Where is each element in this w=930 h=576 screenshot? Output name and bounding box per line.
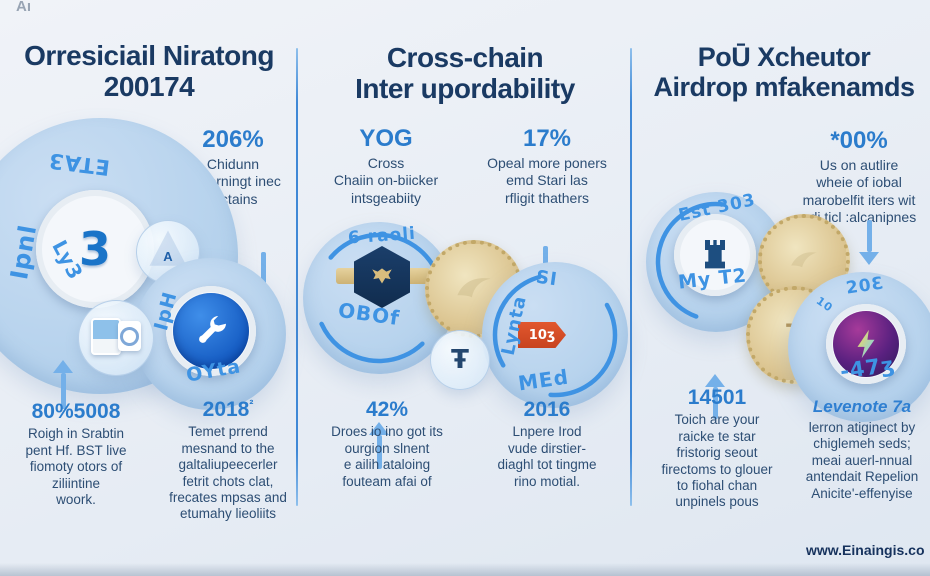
stat-value: 17%: [522, 125, 572, 152]
stat-value: 14501: [687, 386, 747, 409]
stat-14501: 14501 Toich are your raicke te star fris…: [642, 386, 792, 511]
eagle-emblem-icon: [372, 268, 392, 284]
arrow-head: [859, 252, 879, 265]
stat-yog: YOG Cross Chaiin on-biicker intsgeabiity: [330, 125, 442, 207]
currency-coin-circle: Ŧ: [430, 330, 490, 390]
arrow-head: [53, 360, 73, 373]
wrench-icon: [199, 316, 226, 343]
stat-value: 80%5008: [31, 400, 121, 423]
stat-42-percent: 42% Droes io ino got its ourgion slnent …: [308, 398, 466, 490]
coin-3-icon: 3: [78, 222, 111, 276]
stat-value: 206%: [202, 126, 264, 153]
stat-description: lerron atiginect by chiglemeh seds; meai…: [805, 419, 919, 501]
up-arrow-icon: [52, 360, 74, 409]
website-watermark: www.Einaingis.co: [806, 542, 925, 558]
stat-description: Lnpere Irod vude dirstier- diaghl tot ti…: [497, 424, 597, 489]
bottom-vignette: [0, 563, 930, 576]
stat-description: Us on autlire wheie of iobal marobelfit …: [802, 157, 917, 225]
currency-glyph-icon: Ŧ: [451, 345, 469, 375]
corner-smudge-text: Aı: [16, 0, 31, 15]
castle-rook-icon: [705, 240, 725, 269]
arrow-head: [369, 422, 389, 435]
stat-description: Roigh in Srabtin pent Hf. BST live fiomo…: [25, 426, 127, 507]
column-divider-1: [296, 48, 298, 506]
arrow-head: [705, 374, 725, 387]
column-2-title-line-2: Inter upordability: [355, 73, 575, 105]
stat-superscript: ²: [249, 397, 254, 411]
stat-value: Levenote 7a: [812, 397, 912, 416]
column-divider-2: [630, 48, 632, 506]
column-2-title: Cross-chain Inter upordability: [305, 42, 625, 105]
up-arrow-icon: [368, 422, 390, 469]
coin-face: 3: [36, 190, 154, 308]
stat-description: Temet prrend mesnand to the galtaliupeec…: [169, 424, 287, 522]
badge-thumbnail-icon: [118, 321, 141, 351]
arrow-shaft: [866, 220, 872, 252]
column-3-title-line-2: Airdrop mfakenamds: [653, 72, 915, 103]
column-1-title-line-1: Orresiciail Niratong: [24, 40, 274, 71]
triangle-letter: A: [163, 249, 173, 264]
eagle-badge-icon: [354, 246, 410, 308]
stat-levenote: Levenote 7a lerron atiginect by chigleme…: [792, 397, 930, 502]
stat-value: 2016: [523, 398, 571, 421]
badge-ring: [120, 326, 139, 346]
stat-number: 2018: [202, 398, 250, 421]
column-1-title-line-2: 200174: [103, 71, 195, 103]
stat-value: 42%: [365, 398, 409, 421]
up-arrow-icon: [704, 374, 726, 419]
tag-label: 10ʒ: [528, 327, 556, 343]
arrow-shaft: [712, 387, 718, 419]
stat-2016: 2016 Lnpere Irod vude dirstier- diaghl t…: [478, 398, 616, 490]
price-tag-icon: 10ʒ: [518, 322, 566, 348]
stat-description: Droes io ino got its ourgion slnent e ai…: [331, 424, 443, 489]
stat-description: Toich are your raicke te star fristorig …: [661, 412, 773, 510]
stat-80-5008: 80%5008 Roigh in Srabtin pent Hf. BST li…: [2, 400, 150, 508]
coin-bird-icon: [791, 252, 817, 268]
column-1-title: Orresiciail Niratong 200174: [4, 40, 294, 103]
arrow-shaft: [60, 373, 66, 409]
stat-value: 2018²: [152, 397, 304, 421]
stat-description: Cross Chaiin on-biicker intsgeabiity: [333, 155, 439, 206]
seal-bird-icon: [457, 278, 491, 298]
lightning-bolt-icon: [857, 329, 875, 359]
wrench-token-face: [173, 293, 249, 369]
stat-description: Opeal more poners emd Stari las rfligit …: [487, 155, 607, 206]
castle-token-face: [674, 214, 756, 296]
down-arrow-icon: [858, 220, 880, 265]
column-3-title: PoŪ Xcheutor Airdrop mfakenamds: [640, 42, 928, 102]
bolt-token-face: [833, 311, 899, 377]
stat-value: *00%: [830, 127, 888, 154]
stat-value: YOG: [359, 125, 413, 152]
stat-2018: 2018² Temet prrend mesnand to the galtal…: [152, 397, 304, 523]
arrow-shaft: [260, 252, 266, 294]
column-2-title-line-1: Cross-chain: [386, 42, 544, 73]
stat-00-percent: *00% Us on autlire wheie of iobal marobe…: [788, 127, 930, 226]
stat-17-percent: 17% Opeal more poners emd Stari las rfli…: [478, 125, 616, 207]
column-3-title-line-1: PoŪ Xcheutor: [697, 42, 871, 72]
arrow-shaft: [376, 435, 382, 469]
